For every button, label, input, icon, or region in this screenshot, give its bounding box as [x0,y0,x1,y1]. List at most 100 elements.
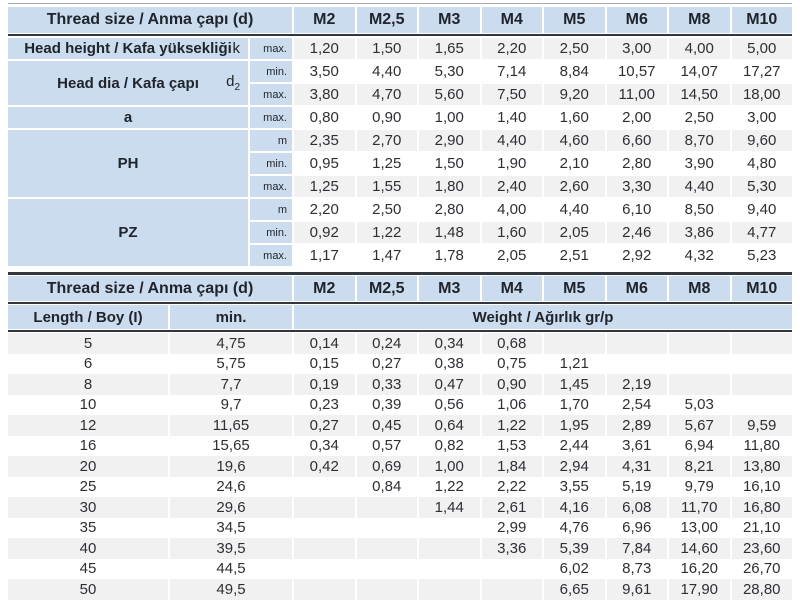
limit-label: max. [250,38,292,59]
length-value-cell: 35 [8,517,168,538]
weight-value-cell: 9,61 [606,579,667,600]
length-value-cell: 25 [8,476,168,497]
weight-value-cell: 17,90 [669,579,730,600]
weight-value-cell: 2,54 [606,394,667,415]
weight-value-cell: 1,22 [419,476,480,497]
dimension-value-cell: 4,70 [356,84,417,105]
weight-value-cell [356,558,417,579]
dimension-value-cell: 4,00 [481,199,542,220]
dimension-value-cell: 3,00 [606,38,667,59]
weight-value-cell [606,353,667,374]
weight-value-cell: 2,89 [606,415,667,436]
limit-label: min. [250,61,292,82]
weight-value-cell: 2,22 [481,476,542,497]
dimension-value-cell: 0,90 [356,107,417,128]
dimension-value-cell: 2,00 [606,107,667,128]
weight-value-cell: 13,00 [669,517,730,538]
weight-value-cell [356,538,417,559]
parameter-symbol: d2 [226,73,240,93]
length-value-cell: 12 [8,415,168,436]
dimension-value-cell: 9,40 [731,199,792,220]
weight-table-subheader-row: Length / Boy (I) min. Weight / Ağırlık g… [8,305,792,329]
dimension-value-cell: 7,50 [481,84,542,105]
weight-value-cell: 0,34 [419,333,480,354]
weight-value-cell: 14,60 [669,538,730,559]
weight-table-title: Thread size / Anma çapı (d) [8,276,292,301]
weight-value-cell: 0,23 [294,394,355,415]
weight-value-cell: 3,36 [481,538,542,559]
weight-value-cell [669,353,730,374]
size-column-header: M6 [606,7,667,33]
top-border-line [8,3,792,4]
parameter-label: Head dia / Kafa çapı d2 [8,61,248,105]
min-length-value-cell: 49,5 [170,579,292,600]
weight-value-cell: 21,10 [731,517,792,538]
size-column-header: M10 [731,7,792,33]
dimension-value-cell: 1,80 [419,176,480,197]
weight-value-cell: 0,84 [356,476,417,497]
dimension-value-cell: 1,60 [481,222,542,243]
dimension-value-cell: 14,07 [669,61,730,82]
dimension-value-cell: 2,80 [606,153,667,174]
weight-value-cell [481,558,542,579]
weight-value-cell: 7,84 [606,538,667,559]
size-column-header: M3 [419,276,480,301]
dimension-value-cell: 3,86 [669,222,730,243]
limit-label: max. [250,176,292,197]
dimension-value-cell: 3,50 [294,61,355,82]
weight-value-cell: 1,53 [481,435,542,456]
weight-value-cell: 0,42 [294,456,355,477]
size-column-header: M2 [294,276,355,301]
weight-value-cell: 0,68 [481,333,542,354]
weight-value-cell: 0,47 [419,374,480,395]
dimension-value-cell: 2,35 [294,130,355,151]
dimension-value-cell: 6,60 [606,130,667,151]
limit-label: min. [250,222,292,243]
size-column-header: M5 [544,276,605,301]
weight-table-header-row: Thread size / Anma çapı (d) M2 M2,5 M3 M4 M5… [8,276,792,301]
dimension-value-cell: 2,70 [356,130,417,151]
dimension-value-cell: 2,50 [544,38,605,59]
dimension-value-cell: 2,20 [294,199,355,220]
length-value-cell: 50 [8,579,168,600]
dimension-value-cell: 5,23 [731,245,792,266]
dimension-value-cell: 4,32 [669,245,730,266]
limit-label: max. [250,84,292,105]
size-column-header: M10 [731,276,792,301]
catalog-spec-sheet: Thread size / Anma çapı (d) M2 M2,5 M3 M4 M5… [8,3,792,600]
min-length-value-cell: 39,5 [170,538,292,559]
dimension-value-cell: 8,70 [669,130,730,151]
weight-value-cell: 0,64 [419,415,480,436]
dimension-value-cell: 1,22 [356,222,417,243]
dimension-value-cell: 3,30 [606,176,667,197]
length-value-cell: 16 [8,435,168,456]
dimension-value-cell: 5,60 [419,84,480,105]
weight-value-cell [544,333,605,354]
dimension-value-cell: 6,10 [606,199,667,220]
dimension-value-cell: 2,92 [606,245,667,266]
weight-value-cell: 0,82 [419,435,480,456]
dimension-value-cell: 4,00 [669,38,730,59]
weight-value-cell [606,333,667,354]
dimension-value-cell: 2,05 [544,222,605,243]
size-column-header: M3 [419,7,480,33]
dimension-value-cell: 2,60 [544,176,605,197]
weight-value-cell: 1,06 [481,394,542,415]
min-length-value-cell: 34,5 [170,517,292,538]
dimension-value-cell: 1,78 [419,245,480,266]
limit-label: max. [250,245,292,266]
dimension-value-cell: 9,60 [731,130,792,151]
dimension-value-cell: 2,46 [606,222,667,243]
weight-value-cell: 2,94 [544,456,605,477]
dimension-value-cell: 1,55 [356,176,417,197]
limit-label: min. [250,153,292,174]
dimension-value-cell: 2,51 [544,245,605,266]
dimension-value-cell: 1,40 [481,107,542,128]
weight-value-cell: 0,27 [356,353,417,374]
weight-value-cell [419,517,480,538]
dimension-value-cell: 7,14 [481,61,542,82]
dimension-value-cell: 8,50 [669,199,730,220]
weight-value-cell: 1,95 [544,415,605,436]
dimension-value-cell: 2,20 [481,38,542,59]
size-column-header: M2,5 [356,7,417,33]
